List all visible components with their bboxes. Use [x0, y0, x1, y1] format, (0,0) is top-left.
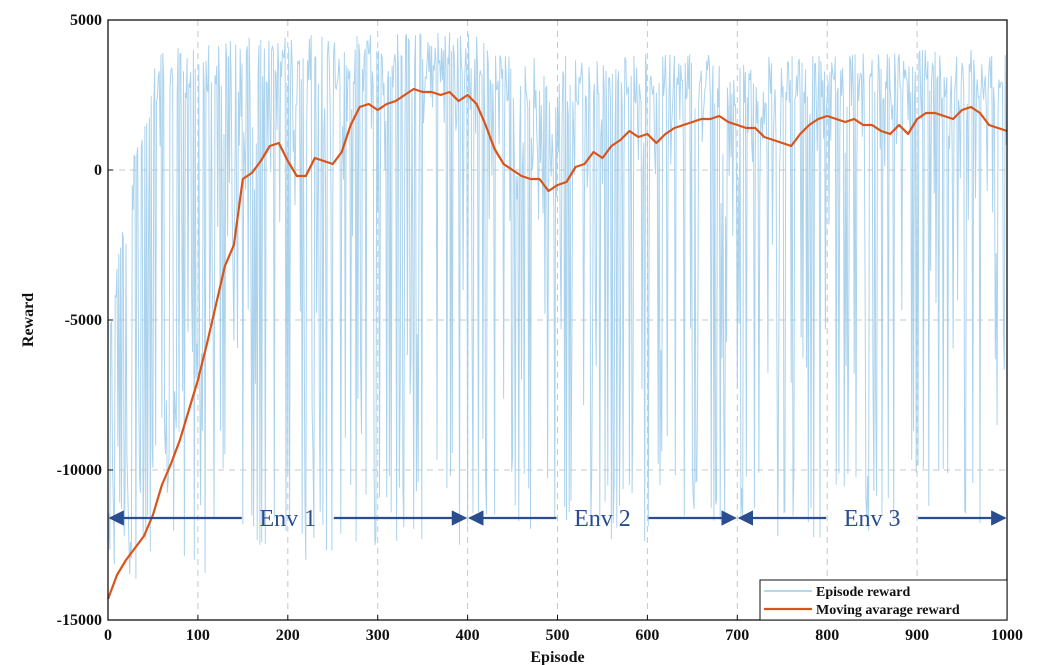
x-tick-label: 400 [456, 627, 480, 644]
env-label: Env 2 [574, 506, 631, 532]
x-tick-label: 700 [725, 627, 749, 644]
x-axis-label: Episode [530, 649, 584, 665]
x-tick-label: 800 [815, 627, 839, 644]
episode-reward-series [107, 32, 1008, 579]
y-tick-label: 0 [94, 162, 102, 179]
y-tick-label: 5000 [70, 12, 102, 29]
y-axis-label: Reward [20, 293, 37, 347]
y-axis-ticks: -15000 -10000 -5000 0 5000 [57, 12, 113, 629]
x-tick-label: 500 [546, 627, 570, 644]
x-tick-label: 600 [635, 627, 659, 644]
moving-average-line [106, 87, 1008, 600]
episode-reward-line [107, 32, 1008, 579]
env-label: Env 3 [844, 506, 901, 532]
x-axis-ticks: 0 100 200 300 400 500 600 700 800 900 1000 [104, 615, 1023, 644]
x-tick-label: 900 [905, 627, 929, 644]
x-tick-label: 0 [104, 627, 112, 644]
moving-average-series [106, 87, 1008, 600]
x-tick-label: 200 [276, 627, 300, 644]
x-tick-label: 100 [186, 627, 210, 644]
y-tick-label: -15000 [57, 612, 102, 629]
x-tick-label: 1000 [991, 627, 1023, 644]
env-label: Env 1 [259, 506, 316, 532]
legend-label-moving-average: Moving avarage reward [816, 603, 960, 618]
env-annotations: Env 1 Env 2 Env 3 [108, 506, 1007, 532]
y-tick-label: -10000 [57, 462, 102, 479]
y-tick-label: -5000 [65, 312, 102, 329]
legend: Episode reward Moving avarage reward [759, 579, 1008, 621]
legend-box [759, 579, 1008, 621]
x-tick-label: 300 [366, 627, 390, 644]
legend-label-episode-reward: Episode reward [816, 585, 910, 600]
